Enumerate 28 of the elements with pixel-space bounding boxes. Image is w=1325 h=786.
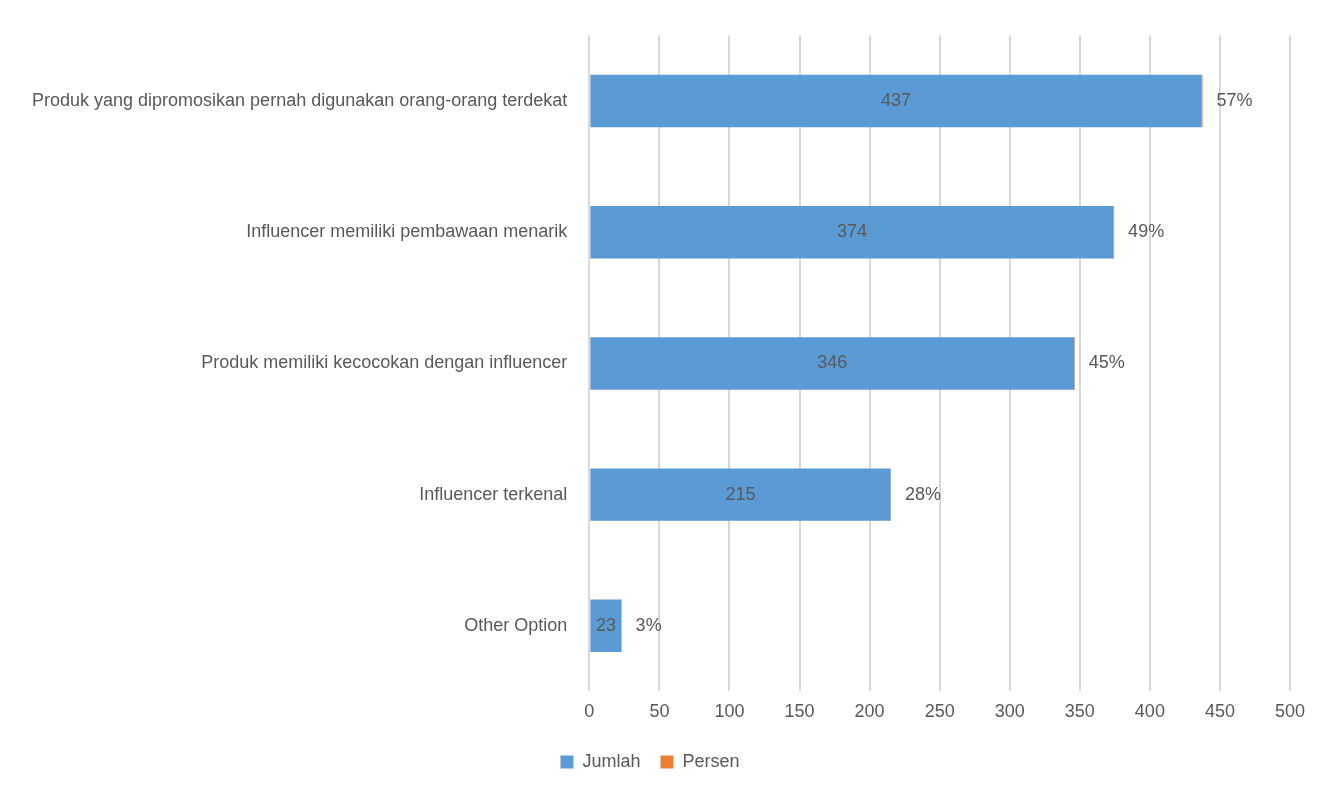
data-label: 57% [1216,90,1253,111]
x-tick-label: 200 [854,701,885,722]
x-tick-label: 50 [649,701,670,722]
data-label: 374 [836,221,867,242]
data-label: 3% [635,614,662,635]
x-tick-label: 300 [994,701,1025,722]
y-tick-label: Produk yang dipromosikan pernah digunakan orang-orang terdekat [31,90,568,111]
data-label: 23 [595,614,616,635]
y-tick-label: Other Option [464,614,568,635]
data-label: 45% [1088,352,1125,373]
x-tick-label: 400 [1134,701,1165,722]
data-label: 49% [1128,221,1165,242]
legend-label: Jumlah [582,750,641,771]
data-label: 346 [817,352,848,373]
y-tick-label: Influencer terkenal [419,483,568,504]
x-tick-label: 100 [714,701,745,722]
x-tick-label: 150 [784,701,815,722]
data-label: 437 [881,90,912,111]
x-tick-label: 500 [1274,701,1306,722]
x-tick-label: 450 [1204,701,1235,722]
x-tick-label: 350 [1064,701,1095,722]
y-tick-label: Influencer memiliki pembawaan menarik [246,221,569,242]
x-tick-label: 250 [924,701,955,722]
y-tick-label: Produk memiliki kecocokan dengan influencer [201,352,568,373]
x-tick-label: 0 [584,701,595,722]
data-label: 215 [725,483,756,504]
data-label: 28% [905,483,942,504]
legend-label: Persen [682,750,740,771]
